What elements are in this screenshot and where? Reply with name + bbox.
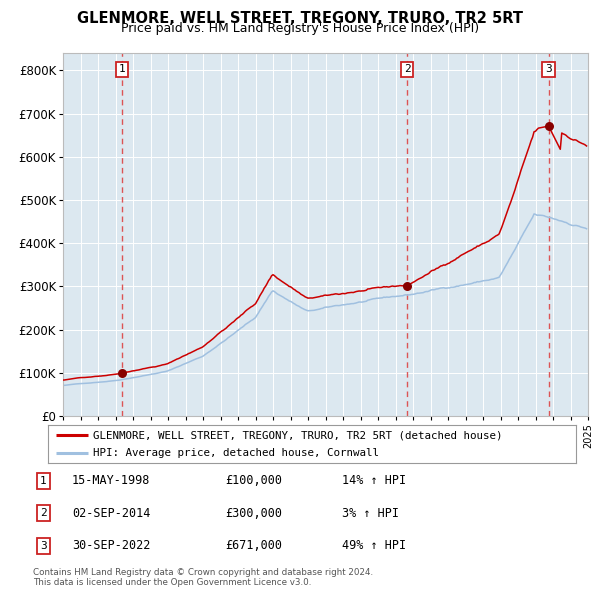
Text: £671,000: £671,000 bbox=[225, 539, 282, 552]
Text: GLENMORE, WELL STREET, TREGONY, TRURO, TR2 5RT: GLENMORE, WELL STREET, TREGONY, TRURO, T… bbox=[77, 11, 523, 25]
Text: 15-MAY-1998: 15-MAY-1998 bbox=[72, 474, 151, 487]
Text: 14% ↑ HPI: 14% ↑ HPI bbox=[342, 474, 406, 487]
Text: 3: 3 bbox=[545, 64, 552, 74]
Text: £300,000: £300,000 bbox=[225, 507, 282, 520]
Text: 3% ↑ HPI: 3% ↑ HPI bbox=[342, 507, 399, 520]
Text: 30-SEP-2022: 30-SEP-2022 bbox=[72, 539, 151, 552]
Text: HPI: Average price, detached house, Cornwall: HPI: Average price, detached house, Corn… bbox=[93, 448, 379, 458]
Text: 49% ↑ HPI: 49% ↑ HPI bbox=[342, 539, 406, 552]
Text: GLENMORE, WELL STREET, TREGONY, TRURO, TR2 5RT (detached house): GLENMORE, WELL STREET, TREGONY, TRURO, T… bbox=[93, 430, 502, 440]
Text: £100,000: £100,000 bbox=[225, 474, 282, 487]
Text: 2: 2 bbox=[404, 64, 410, 74]
Text: 3: 3 bbox=[40, 541, 47, 550]
Text: Contains HM Land Registry data © Crown copyright and database right 2024.
This d: Contains HM Land Registry data © Crown c… bbox=[33, 568, 373, 587]
Text: Price paid vs. HM Land Registry's House Price Index (HPI): Price paid vs. HM Land Registry's House … bbox=[121, 22, 479, 35]
Text: 2: 2 bbox=[40, 509, 47, 518]
Text: 1: 1 bbox=[119, 64, 125, 74]
Text: 1: 1 bbox=[40, 476, 47, 486]
Text: 02-SEP-2014: 02-SEP-2014 bbox=[72, 507, 151, 520]
